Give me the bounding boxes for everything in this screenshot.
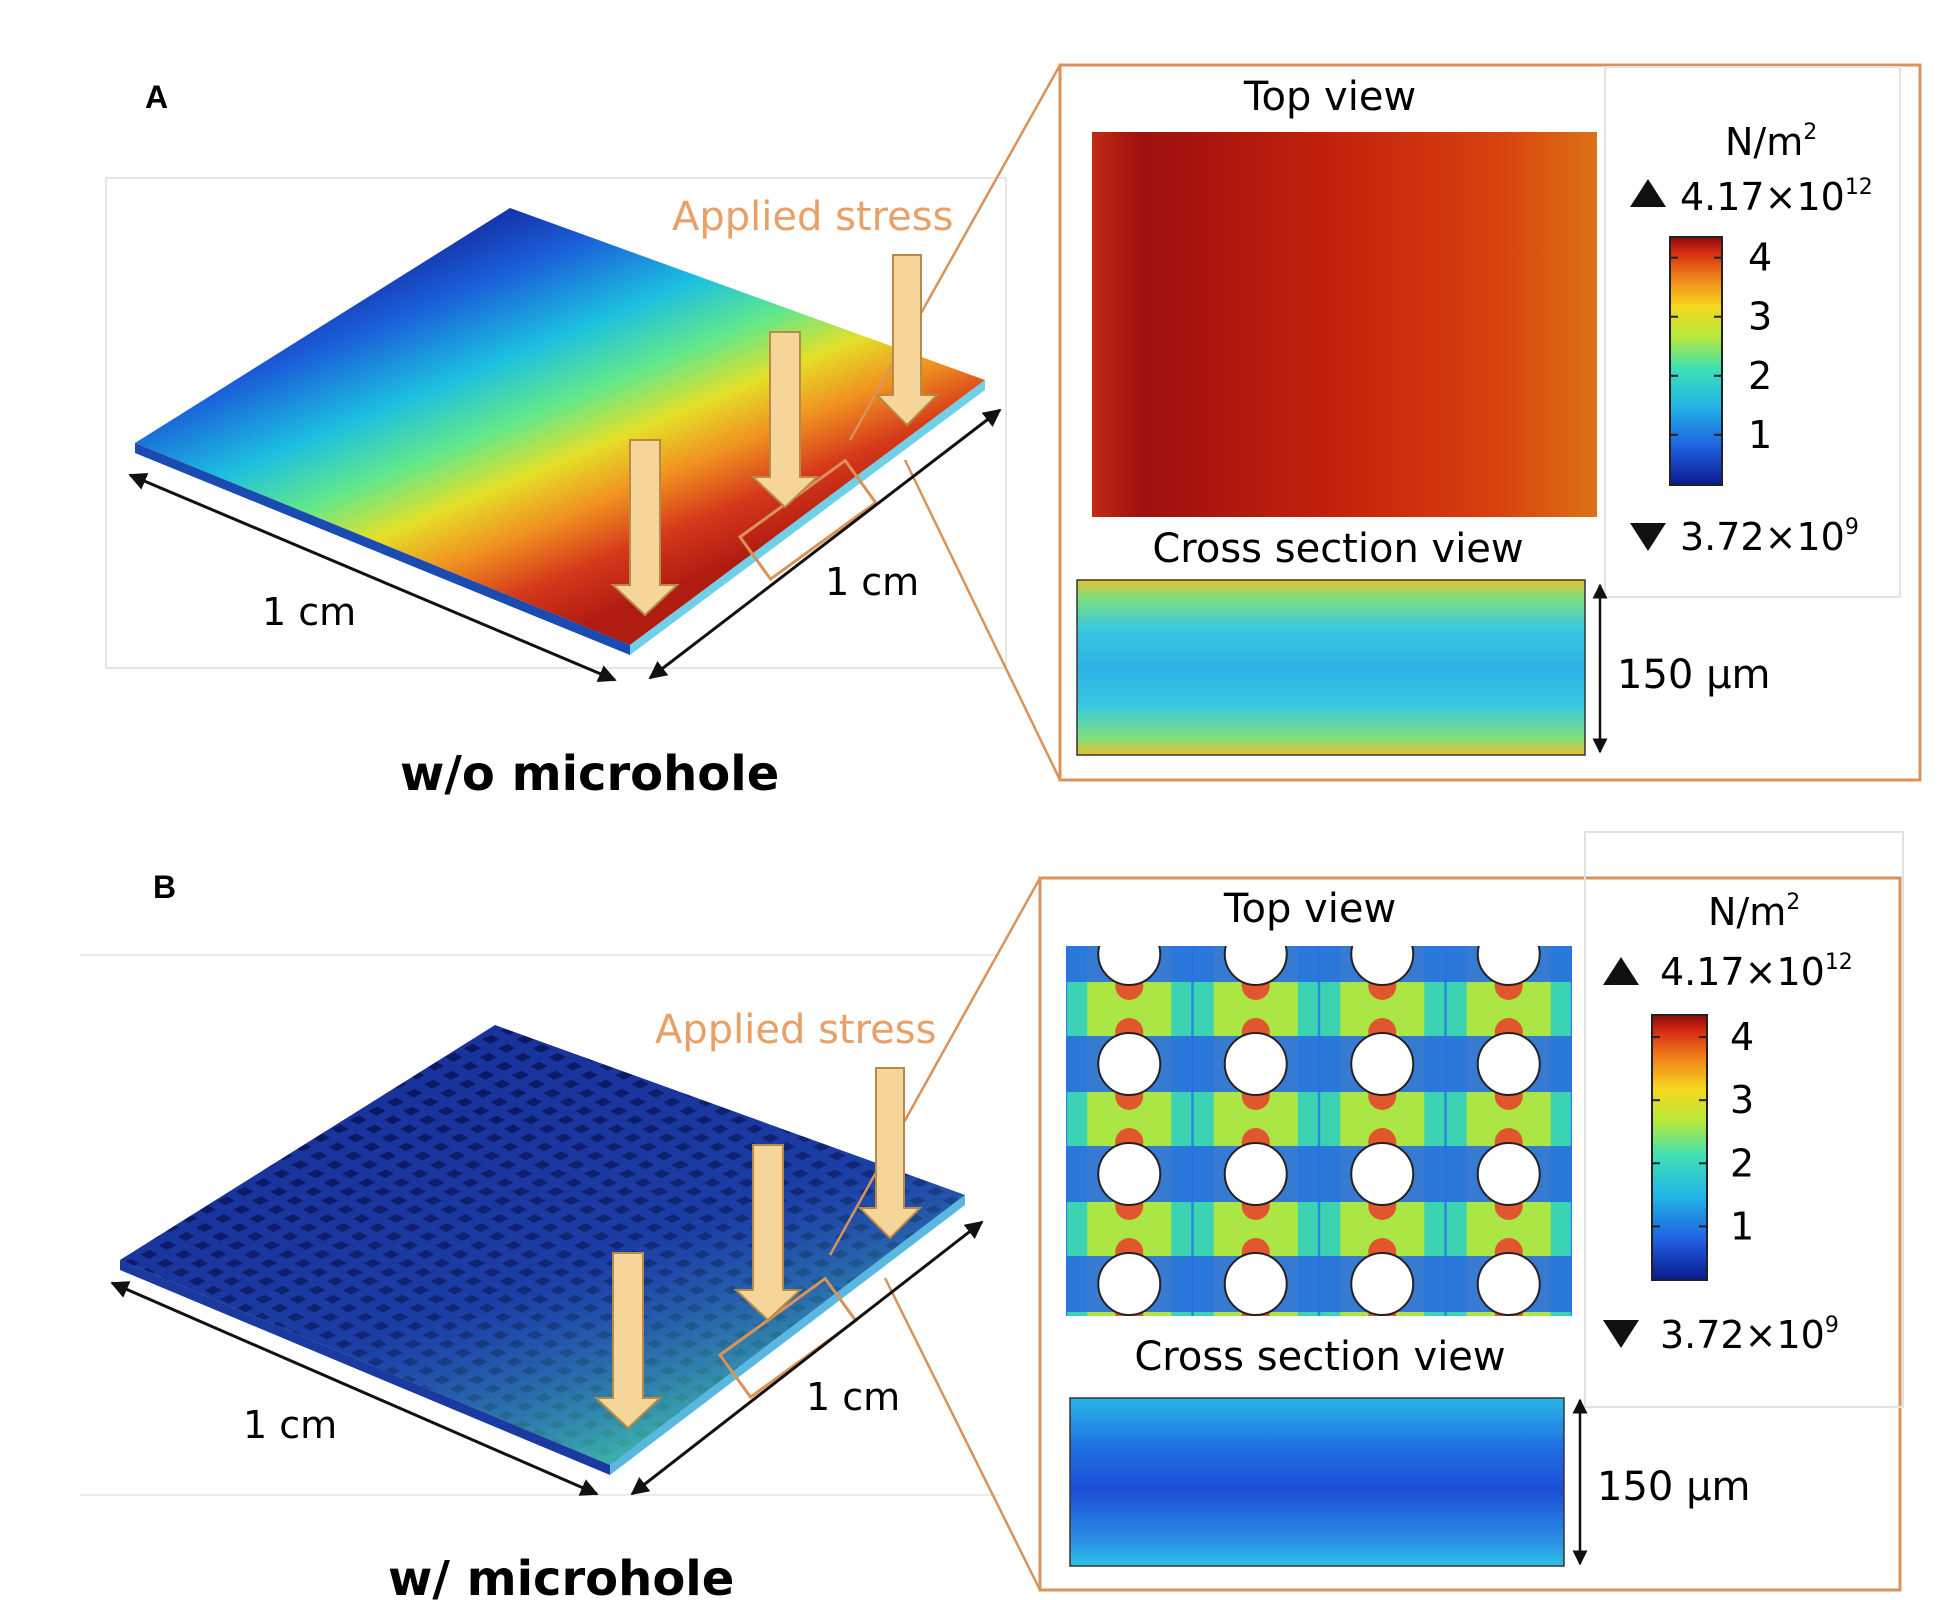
zoom-panel-a (1058, 63, 1922, 782)
colorbar-max-exp-b: 12 (1825, 950, 1853, 975)
caption-b: w/ microhole (388, 1551, 734, 1600)
zoom-panel-b (1038, 876, 1902, 1592)
zoom-line-a-bottom (903, 459, 1062, 781)
microhole (1350, 946, 1415, 986)
top-view-title-a: Top view (1243, 74, 1416, 120)
caption-a: w/o microhole (400, 746, 779, 802)
colorbar-min-mantissa-b: 3.72×10 (1660, 1313, 1825, 1357)
colorbar-tick-label-a-4: 1 (1748, 413, 1772, 457)
hole-stress-hotspot (1495, 908, 1523, 936)
microhole (1223, 1252, 1288, 1316)
colorbar-gradient-b (1651, 1014, 1708, 1281)
colorbar-tick-label-a-2: 3 (1748, 295, 1772, 339)
thickness-label-b: 150 μm (1597, 1464, 1750, 1510)
stress-arrow-3 (874, 254, 940, 427)
microhole (1223, 946, 1288, 986)
dimension-arrow-length-a (128, 473, 617, 682)
colorbar-unit-a: N/m2 (1725, 120, 1817, 164)
microhole (1223, 1032, 1288, 1096)
top-view-map-a (1092, 132, 1597, 517)
microhole (1350, 1032, 1415, 1096)
microhole-grid (1097, 908, 1541, 1316)
length-label-left-b: 1 cm (243, 1403, 337, 1447)
colorbar-ticks-b: 4 3 2 1 (1652, 1015, 1754, 1248)
microhole (1476, 1142, 1541, 1206)
zoom-line-a-top (848, 64, 1062, 441)
colorbar-unit-base-a: N/m (1725, 120, 1803, 164)
applied-stress-label-a: Applied stress (672, 194, 953, 240)
cross-section-map-a (1076, 579, 1586, 756)
cross-section-title-a: Cross section view (1152, 526, 1523, 572)
colorbar-gradient-a (1669, 236, 1723, 486)
cross-section-title-b: Cross section view (1134, 1334, 1505, 1380)
microhole (1097, 946, 1162, 986)
microhole (1350, 1252, 1415, 1316)
length-label-left-a: 1 cm (262, 590, 356, 634)
colorbar-tick-label-b-3: 2 (1730, 1141, 1754, 1185)
hole-stress-hotspot (1115, 908, 1143, 936)
colorbar-tick-label-b-1: 4 (1730, 1015, 1754, 1059)
zoom-line-b-top (828, 877, 1042, 1256)
colorbar-tick-label-b-4: 1 (1730, 1204, 1754, 1248)
colorbar-min-exp-a: 9 (1845, 515, 1859, 540)
max-triangle-icon-b (1603, 957, 1639, 985)
top-view-map-b (1066, 908, 1572, 1316)
colorbar-max-mantissa-b: 4.17×10 (1660, 950, 1825, 994)
panel-letter-b: B (153, 869, 176, 905)
max-triangle-icon-a (1630, 179, 1666, 207)
dimension-arrow-width-b (630, 1220, 984, 1496)
colorbar-unit-b: N/m2 (1708, 890, 1800, 934)
colorbar-max-b: 4.17×1012 (1660, 950, 1853, 994)
microhole (1097, 1142, 1162, 1206)
colorbar-max-exp-a: 12 (1845, 175, 1873, 200)
colorbar-min-exp-b: 9 (1825, 1313, 1839, 1338)
top-view-title-b: Top view (1223, 886, 1396, 932)
panel-letter-a: A (145, 79, 168, 115)
microhole (1476, 1252, 1541, 1316)
microhole (1223, 1142, 1288, 1206)
dimension-arrow-width-a (648, 408, 1002, 680)
panel-b: B Applied stress 1 cm 1 cm w/ microhole … (80, 831, 1904, 1600)
cross-section-map-b (1069, 1397, 1565, 1567)
length-label-right-b: 1 cm (806, 1375, 900, 1419)
colorbar-max-a: 4.17×1012 (1680, 175, 1873, 219)
colorbar-min-b: 3.72×109 (1660, 1313, 1839, 1357)
colorbar-tick-label-a-3: 2 (1748, 354, 1772, 398)
colorbar-tick-label-a-1: 4 (1748, 236, 1772, 280)
min-triangle-icon-b (1603, 1320, 1639, 1348)
colorbar-b-frame (1584, 831, 1904, 1408)
microhole (1476, 946, 1541, 986)
colorbar-a-frame (1604, 66, 1901, 598)
zoom-line-b-bottom (883, 1277, 1042, 1591)
colorbar-unit-exp-b: 2 (1786, 890, 1800, 915)
colorbar-tick-label-b-2: 3 (1730, 1078, 1754, 1122)
microhole (1350, 1142, 1415, 1206)
stress-arrow-6 (857, 1067, 923, 1240)
microhole (1476, 1032, 1541, 1096)
microhole (1097, 1252, 1162, 1316)
applied-stress-label-b: Applied stress (655, 1007, 936, 1053)
min-triangle-icon-a (1630, 523, 1666, 551)
length-label-right-a: 1 cm (825, 560, 919, 604)
colorbar-min-a: 3.72×109 (1680, 515, 1859, 559)
microhole (1097, 1032, 1162, 1096)
dimension-arrow-length-b (110, 1281, 599, 1496)
colorbar-ticks-a: 4 3 2 1 (1670, 236, 1772, 457)
colorbar-unit-base-b: N/m (1708, 890, 1786, 934)
panel-a: A Applied stress 1 cm 1 cm w/o microhole… (105, 63, 1922, 802)
colorbar-min-mantissa-a: 3.72×10 (1680, 515, 1845, 559)
colorbar-max-mantissa-a: 4.17×10 (1680, 175, 1845, 219)
colorbar-unit-exp-a: 2 (1803, 120, 1817, 145)
thickness-label-a: 150 μm (1617, 652, 1770, 698)
